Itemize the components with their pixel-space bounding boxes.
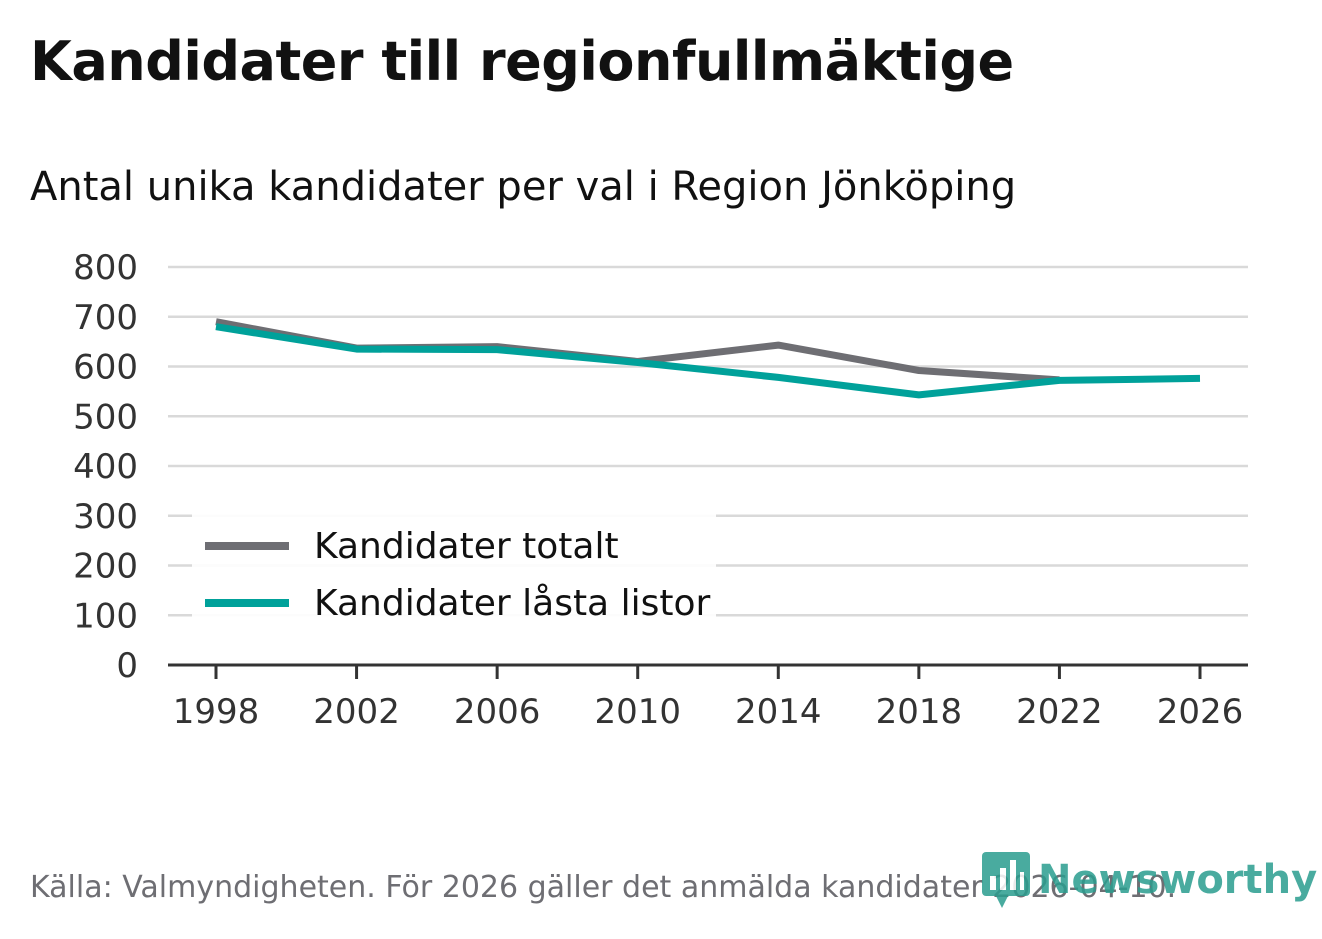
newsworthy-logo: Newsworthy <box>982 850 1317 910</box>
x-tick-label: 1998 <box>173 692 260 732</box>
axes: 0 100 200 300 400 500 600 700 800 1998 2002 2006 201… <box>73 248 1248 732</box>
x-tick-label: 2018 <box>876 692 963 732</box>
x-tick-label: 2006 <box>454 692 541 732</box>
x-tick-label: 2022 <box>1016 692 1103 732</box>
legend: Kandidater totalt Kandidater låsta listor <box>192 514 716 632</box>
x-tick-label: 2010 <box>594 692 681 732</box>
y-tick-label: 800 <box>73 248 138 288</box>
logo-text: Newsworthy <box>1038 857 1318 903</box>
y-tick-label: 0 <box>116 646 138 686</box>
y-tick-label: 100 <box>73 596 138 636</box>
y-tick-label: 500 <box>73 397 138 437</box>
newsworthy-bar-chart-icon <box>982 852 1030 908</box>
x-tick-label: 2026 <box>1157 692 1244 732</box>
series-line-1 <box>215 323 1201 399</box>
chart-title: Kandidater till regionfullmäktige <box>30 30 1014 93</box>
series-lines <box>215 318 1201 399</box>
x-tick-label: 2002 <box>313 692 400 732</box>
y-tick-label: 700 <box>73 298 138 338</box>
legend-label-0: Kandidater totalt <box>314 526 619 567</box>
y-tick-label: 600 <box>73 348 138 388</box>
chart-subtitle: Antal unika kandidater per val i Region … <box>30 164 1017 210</box>
y-tick-label: 200 <box>73 547 138 587</box>
series-line-0 <box>215 318 1060 384</box>
x-tick-label: 2014 <box>735 692 822 732</box>
legend-background <box>192 514 716 632</box>
legend-label-1: Kandidater låsta listor <box>314 583 710 624</box>
y-tick-label: 300 <box>73 497 138 537</box>
y-tick-label: 400 <box>73 447 138 487</box>
